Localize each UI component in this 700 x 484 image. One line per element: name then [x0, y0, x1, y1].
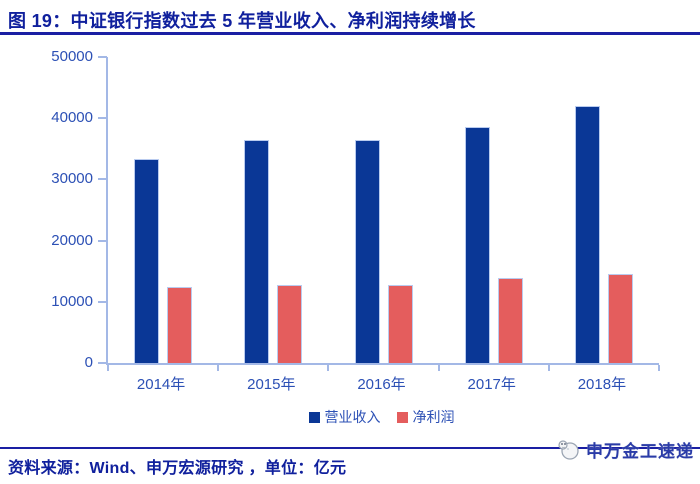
title-underline [0, 32, 700, 35]
x-axis-tick [217, 365, 220, 371]
legend-label-net-profit: 净利润 [412, 409, 455, 425]
y-axis-label: 20000 [51, 231, 93, 249]
bar-group-2017年 [439, 57, 549, 363]
bars-container [108, 57, 659, 363]
net-profit-bar-2018年 [607, 273, 633, 363]
revenue-bar-2018年 [574, 105, 600, 363]
x-axis-tick [327, 365, 330, 371]
net-profit-bar-2015年 [277, 285, 303, 363]
bar-group-2015年 [218, 57, 328, 363]
bar-group-2018年 [549, 57, 659, 363]
legend-swatch-revenue [308, 411, 320, 423]
x-axis-label: 2015年 [247, 376, 296, 393]
x-axis-tick [107, 365, 109, 371]
revenue-bar-2017年 [464, 126, 490, 363]
y-axis-tick [98, 300, 107, 303]
y-axis-label: 50000 [51, 48, 93, 65]
brand-logo: 申万金工速递 [556, 434, 694, 464]
y-axis-tick [98, 239, 107, 242]
legend-item-revenue: 营业收入 [308, 407, 381, 427]
net-profit-bar-2014年 [167, 287, 193, 363]
footer-divider [0, 447, 700, 449]
y-axis-tick [98, 362, 107, 364]
y-axis-tick [98, 56, 107, 58]
source-note: 资料来源：Wind、申万宏源研究 ，单位：亿元 [8, 460, 347, 477]
plot-area: 0 10000 20000 30000 40000 50000 [51, 49, 660, 371]
bar-group-2016年 [328, 57, 438, 363]
y-axis-label: 0 [84, 354, 93, 371]
x-axis-label: 2016年 [357, 376, 406, 393]
legend-label-revenue: 营业收入 [324, 409, 381, 425]
x-axis-tick [437, 365, 440, 371]
x-axis-tick [547, 365, 550, 371]
net-profit-bar-2016年 [387, 284, 413, 363]
y-axis-label: 40000 [51, 109, 93, 127]
x-axis-tick [658, 365, 660, 371]
x-axis-label: 2017年 [467, 376, 516, 393]
revenue-bar-2015年 [244, 140, 270, 363]
legend-item-net-profit: 净利润 [396, 407, 455, 427]
y-axis-tick [98, 178, 107, 181]
y-axis-tick [98, 117, 107, 120]
y-axis-label: 30000 [51, 170, 93, 188]
x-axis-label: 2018年 [577, 376, 627, 393]
x-axis-label: 2014年 [136, 376, 186, 393]
revenue-bar-2014年 [134, 158, 160, 363]
x-axis-labels: 2014年 2015年 2016年 2017年 2018年 [106, 373, 657, 394]
net-profit-bar-2017年 [497, 277, 523, 363]
brand-text: 申万金工速递 [586, 441, 694, 461]
figure-title: 图 19：中证银行指数过去 5 年营业收入、净利润持续增长 [8, 11, 476, 31]
mascot-icon [558, 440, 579, 460]
legend-swatch-net-profit [396, 411, 408, 423]
revenue-bar-2016年 [354, 139, 380, 363]
chart-legend: 营业收入 净利润 [106, 407, 657, 427]
bar-group-2014年 [108, 57, 218, 363]
y-axis-label: 10000 [51, 292, 93, 310]
